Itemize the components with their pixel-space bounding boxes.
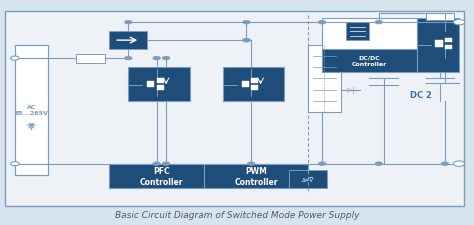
Bar: [204, 164, 308, 189]
Circle shape: [441, 162, 449, 166]
Circle shape: [243, 21, 250, 25]
Circle shape: [162, 162, 170, 166]
Bar: [147, 81, 155, 88]
Bar: [109, 32, 147, 50]
Bar: [199, 30, 294, 157]
Circle shape: [454, 20, 465, 26]
Bar: [445, 45, 452, 50]
Bar: [322, 19, 417, 59]
Bar: [251, 79, 258, 83]
Circle shape: [243, 39, 250, 43]
Bar: [308, 45, 341, 112]
Bar: [156, 86, 164, 90]
Circle shape: [454, 161, 465, 167]
Bar: [436, 41, 443, 48]
Bar: [322, 50, 417, 72]
Text: DC/DC
Controller: DC/DC Controller: [352, 56, 387, 66]
Bar: [223, 68, 284, 101]
Bar: [76, 54, 105, 63]
Circle shape: [153, 162, 160, 166]
Circle shape: [318, 21, 326, 25]
Bar: [251, 86, 258, 90]
Text: DC 2: DC 2: [410, 90, 432, 99]
Bar: [417, 19, 459, 72]
Circle shape: [10, 162, 19, 166]
Bar: [109, 164, 213, 189]
Circle shape: [162, 57, 170, 61]
Circle shape: [247, 162, 255, 166]
Bar: [156, 79, 164, 83]
Text: ▷|: ▷|: [346, 87, 354, 94]
Bar: [5, 12, 464, 206]
Bar: [426, 14, 455, 21]
Text: AC
85...265V: AC 85...265V: [15, 105, 48, 116]
Circle shape: [243, 39, 250, 43]
Bar: [445, 39, 452, 43]
Bar: [128, 68, 190, 101]
Bar: [346, 23, 369, 41]
Bar: [242, 81, 249, 88]
Circle shape: [153, 57, 160, 61]
Circle shape: [375, 162, 383, 166]
Bar: [289, 171, 327, 189]
Circle shape: [125, 21, 132, 25]
Text: PFC
Controller: PFC Controller: [140, 166, 183, 186]
Circle shape: [318, 162, 326, 166]
Circle shape: [125, 57, 132, 61]
Text: Basic Circuit Diagram of Switched Mode Power Supply: Basic Circuit Diagram of Switched Mode P…: [115, 210, 359, 219]
Text: Δ≈∇: Δ≈∇: [302, 177, 314, 182]
Bar: [15, 45, 48, 175]
Circle shape: [10, 57, 19, 61]
Circle shape: [375, 21, 383, 25]
Text: PWM
Controller: PWM Controller: [234, 166, 278, 186]
